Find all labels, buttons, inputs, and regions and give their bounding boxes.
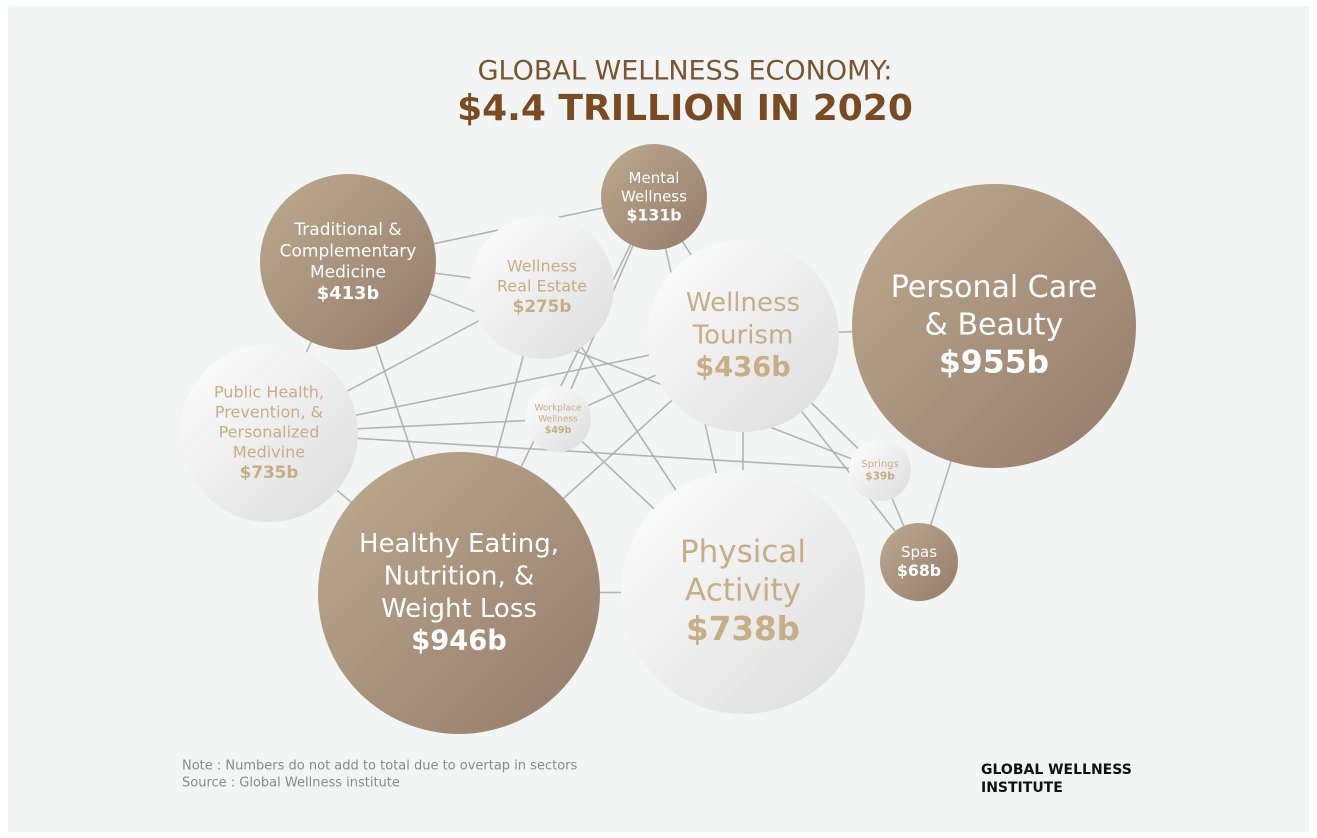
bubble-label: Physical xyxy=(680,534,806,570)
bubble-label: Medicine xyxy=(310,263,386,283)
bubble-value: $955b xyxy=(939,345,1049,381)
edge xyxy=(347,261,881,471)
bubble-circle xyxy=(880,523,958,601)
bubble: Workplace Wellness$49b xyxy=(525,386,591,452)
bubble-label: Springs xyxy=(861,459,898,470)
bubble: Springs$39b xyxy=(849,439,911,501)
bubble-value: $735b xyxy=(240,462,299,482)
bubble-label: Wellness xyxy=(686,288,800,318)
bubble-circle xyxy=(180,344,358,522)
source: Source : Global Wellness institute xyxy=(182,776,400,791)
bubble-label: Personalized xyxy=(219,423,320,442)
bubble-label: Workplace xyxy=(534,403,581,413)
bubble: Public Health,Prevention, &PersonalizedM… xyxy=(180,344,358,522)
edge xyxy=(268,432,881,471)
bubble: Healthy Eating,Nutrition, &Weight Loss$9… xyxy=(318,452,600,734)
bubble-circle xyxy=(260,174,436,350)
bubble-circle xyxy=(647,240,839,432)
bubble-label: & Beauty xyxy=(925,308,1064,343)
bubble-value: $946b xyxy=(411,625,507,656)
bubble-circle xyxy=(601,144,707,250)
note: Note : Numbers do not add to total due t… xyxy=(182,759,577,774)
bubble-circle xyxy=(318,452,600,734)
bubble-label: Weight Loss xyxy=(381,594,537,624)
bubble-label: Wellness xyxy=(538,415,578,425)
bubble-label: Healthy Eating, xyxy=(359,529,559,559)
bubble-label: Traditional & xyxy=(293,220,401,240)
subtitle: $4.4 TRILLION IN 2020 xyxy=(457,88,913,129)
logo-line: INSTITUTE xyxy=(981,780,1063,796)
bubble-label: Personal Care xyxy=(891,270,1098,305)
bubble-label: Complementary xyxy=(280,241,417,261)
bubble-value: $436b xyxy=(695,352,791,383)
bubble-label: Wellness xyxy=(621,188,687,206)
bubble-value: $738b xyxy=(686,610,800,648)
bubble-label: Nutrition, & xyxy=(384,561,535,591)
bubble-value: $49b xyxy=(545,425,572,436)
bubble-label: Public Health, xyxy=(214,383,324,402)
bubble-label: Prevention, & xyxy=(215,403,323,422)
bubble-circle xyxy=(621,470,865,714)
bubble-value: $131b xyxy=(626,205,681,224)
title: GLOBAL WELLNESS ECONOMY: xyxy=(478,56,893,87)
bubble-label: Wellness xyxy=(507,257,577,276)
bubble-circle xyxy=(849,439,911,501)
bubble-label: Medivine xyxy=(233,443,305,462)
bubble-label: Real Estate xyxy=(497,277,587,296)
bubble-label: Activity xyxy=(685,573,801,609)
bubble-circle xyxy=(470,215,614,359)
bubble-value: $68b xyxy=(897,561,941,580)
bubble: Spas$68b xyxy=(880,523,958,601)
bubble-value: $275b xyxy=(513,296,572,316)
bubble-circle xyxy=(852,184,1136,468)
bubble-value: $39b xyxy=(865,470,895,482)
bubble-label: Spas xyxy=(901,543,937,561)
bubble-circle xyxy=(525,386,591,452)
bubble-label: Mental xyxy=(629,169,680,187)
nodes: Traditional &ComplementaryMedicine$413bW… xyxy=(180,144,1136,734)
bubble-label: Tourism xyxy=(692,321,794,351)
bubble-value: $413b xyxy=(317,283,379,304)
logo-line: GLOBAL WELLNESS xyxy=(981,762,1132,778)
bubble: Personal Care& Beauty$955b xyxy=(852,184,1136,468)
